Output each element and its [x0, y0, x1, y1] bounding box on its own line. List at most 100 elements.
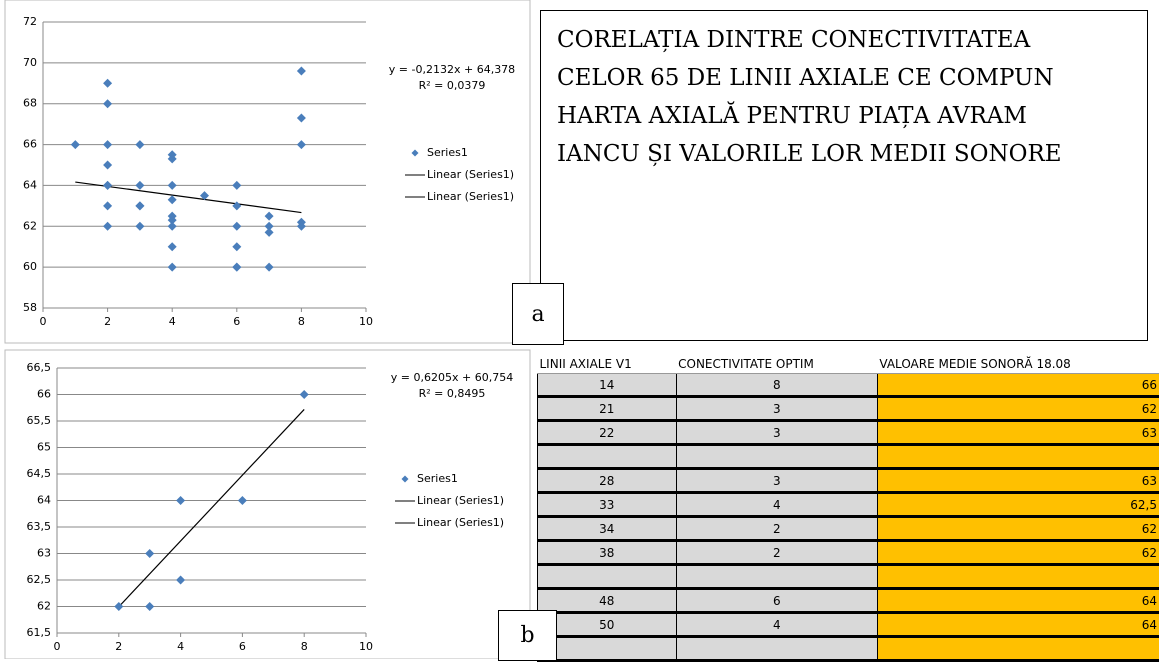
table-cell: 3 [676, 469, 877, 493]
y-tick-label: 66,5 [27, 361, 52, 374]
table-cell: 3 [676, 421, 877, 445]
x-tick-label: 10 [359, 640, 373, 653]
y-tick-label: 62 [23, 219, 37, 232]
table-row [538, 445, 1159, 469]
y-tick-label: 61,5 [27, 626, 52, 639]
column-header: LINII AXIALE V1 [538, 355, 677, 374]
text-line: HARTA AXIALĂ PENTRU PIAȚA AVRAM [557, 97, 1131, 135]
table-row [538, 637, 1159, 661]
x-tick-label: 2 [104, 315, 111, 328]
table-cell [538, 565, 677, 589]
x-tick-label: 0 [54, 640, 61, 653]
table-cell: 28 [538, 469, 677, 493]
trend-r2: R² = 0,8495 [419, 387, 486, 400]
legend-label: Linear (Series1) [427, 190, 514, 203]
x-tick-label: 4 [169, 315, 176, 328]
table-cell: 62 [877, 541, 1159, 565]
legend-label: Series1 [427, 146, 468, 159]
table-cell: 6 [676, 589, 877, 613]
trend-equation: y = -0,2132x + 64,378 [389, 63, 515, 76]
table-cell: 62 [877, 517, 1159, 541]
table-cell: 4 [676, 613, 877, 637]
y-tick-label: 58 [23, 301, 37, 314]
table-cell [676, 637, 877, 661]
table-cell: 50 [538, 613, 677, 637]
legend-label: Linear (Series1) [417, 494, 504, 507]
y-tick-label: 65,5 [27, 414, 52, 427]
table-cell [877, 637, 1159, 661]
table-row [538, 565, 1159, 589]
column-header: CONECTIVITATE OPTIM [676, 355, 877, 374]
table-cell: 4 [676, 493, 877, 517]
trend-equation: y = 0,6205x + 60,754 [391, 371, 513, 384]
x-tick-label: 8 [298, 315, 305, 328]
table-cell: 62 [877, 397, 1159, 421]
x-tick-label: 8 [301, 640, 308, 653]
table-cell: 2 [676, 541, 877, 565]
y-tick-label: 72 [23, 15, 37, 28]
x-tick-label: 10 [359, 315, 373, 328]
table-cell [877, 445, 1159, 469]
y-tick-label: 63,5 [27, 520, 52, 533]
y-tick-label: 64 [23, 178, 37, 191]
table-cell [538, 637, 677, 661]
text-line: IANCU ȘI VALORILE LOR MEDII SONORE [557, 135, 1131, 173]
table-cell: 3 [676, 397, 877, 421]
table-cell: 8 [676, 374, 877, 397]
column-header: VALOARE MEDIE SONORĂ 18.08 [877, 355, 1159, 374]
table-cell: 62,5 [877, 493, 1159, 517]
y-tick-label: 60 [23, 260, 37, 273]
text-line: CELOR 65 DE LINII AXIALE CE COMPUN [557, 59, 1131, 97]
y-tick-label: 68 [23, 97, 37, 110]
table-cell: 38 [538, 541, 677, 565]
table-cell: 14 [538, 374, 677, 397]
table-cell [676, 445, 877, 469]
table-cell: 34 [538, 517, 677, 541]
table-cell: 64 [877, 589, 1159, 613]
table-cell: 33 [538, 493, 677, 517]
table-cell: 22 [538, 421, 677, 445]
legend-label: Linear (Series1) [427, 168, 514, 181]
table-cell: 63 [877, 421, 1159, 445]
panel-label: b [498, 610, 557, 661]
table-cell [676, 565, 877, 589]
x-tick-label: 6 [239, 640, 246, 653]
table-cell [877, 565, 1159, 589]
table-cell: 21 [538, 397, 677, 421]
table-cell: 66 [877, 374, 1159, 397]
panel-label: a [512, 283, 564, 345]
y-tick-label: 62 [37, 600, 51, 613]
y-tick-label: 64 [37, 494, 51, 507]
y-tick-label: 66 [37, 388, 51, 401]
x-tick-label: 0 [40, 315, 47, 328]
table-cell: 48 [538, 589, 677, 613]
table-cell: 63 [877, 469, 1159, 493]
y-tick-label: 62,5 [27, 573, 52, 586]
y-tick-label: 64,5 [27, 467, 52, 480]
x-tick-label: 4 [177, 640, 184, 653]
x-tick-label: 2 [115, 640, 122, 653]
legend-label: Linear (Series1) [417, 516, 504, 529]
x-tick-label: 6 [233, 315, 240, 328]
y-tick-label: 66 [23, 138, 37, 151]
text-line: CORELAȚIA DINTRE CONECTIVITATEA [557, 21, 1131, 59]
y-tick-label: 65 [37, 441, 51, 454]
table-cell [538, 445, 677, 469]
legend-label: Series1 [417, 472, 458, 485]
y-tick-label: 63 [37, 547, 51, 560]
table-cell: 2 [676, 517, 877, 541]
trend-r2: R² = 0,0379 [419, 79, 486, 92]
table-cell: 64 [877, 613, 1159, 637]
